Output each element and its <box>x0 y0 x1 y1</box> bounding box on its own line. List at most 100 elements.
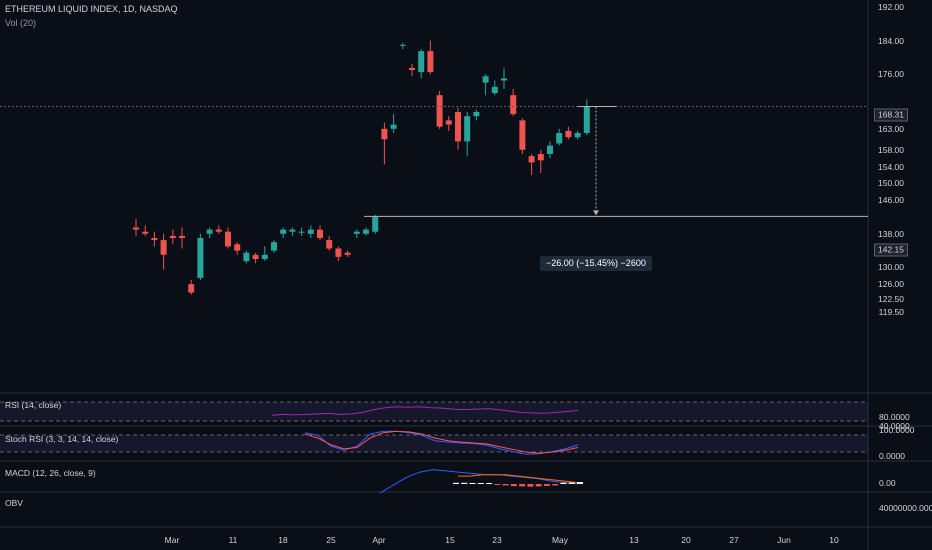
price-tick-label: 176.00 <box>878 69 904 80</box>
macd-label: MACD (12, 26, close, 9) <box>5 468 96 478</box>
macd-histogram-bar <box>543 484 550 486</box>
macd-histogram-bar <box>519 484 526 487</box>
chart-title: ETHEREUM LIQUID INDEX, 1D, NASDAQ <box>5 4 178 14</box>
macd-histogram-bar <box>510 484 517 487</box>
candle-body <box>583 106 590 133</box>
price-overlays <box>0 105 868 217</box>
price-tick-label: 146.00 <box>878 195 904 206</box>
stoch-upper-value: 100.0000 <box>879 425 915 435</box>
candle-body <box>381 128 388 140</box>
candle-body <box>271 242 277 251</box>
macd-histogram-bar <box>560 482 567 484</box>
candle-body <box>206 229 213 234</box>
time-tick-label: 23 <box>492 535 502 545</box>
macd-histogram-bar <box>486 483 493 484</box>
rsi-value: 80.0000 <box>879 412 910 422</box>
rsi-band <box>0 402 868 421</box>
macd-histogram-bar <box>453 482 459 484</box>
signal-line <box>458 474 579 484</box>
macd-histogram-bar <box>502 484 509 486</box>
macd-histogram-bar <box>535 484 542 487</box>
candle-body <box>169 235 176 238</box>
candle-body <box>409 67 415 70</box>
macd-histogram-bar <box>527 484 534 487</box>
candle-body <box>225 231 231 247</box>
price-tick-label: 122.50 <box>878 293 904 304</box>
time-tick-label: 11 <box>228 535 238 545</box>
macd-histogram-bar <box>461 482 468 484</box>
price-tick-label: 163.00 <box>878 123 904 134</box>
candle-body <box>363 229 369 234</box>
time-tick-label: 10 <box>829 535 839 545</box>
candle-body <box>151 238 158 241</box>
candle-body <box>528 156 535 163</box>
candle-body <box>565 130 572 138</box>
time-tick-label: 20 <box>681 535 691 545</box>
candle-body <box>482 76 489 83</box>
obv-label: OBV <box>5 498 23 508</box>
candle-body <box>160 240 167 255</box>
macd-histogram-bar <box>494 484 501 485</box>
time-tick-label: 13 <box>629 535 639 545</box>
candle-body <box>418 51 425 73</box>
time-tick-label: 27 <box>729 535 739 545</box>
price-tick-label: 158.00 <box>878 144 904 155</box>
candle-body <box>556 133 563 144</box>
level-price-tag: 142.15 <box>874 243 908 257</box>
candle-body <box>289 229 296 232</box>
candle-body <box>261 254 268 259</box>
candle-body <box>215 229 222 232</box>
candle-body <box>464 116 471 142</box>
stoch-lower-value: 0.0000 <box>879 451 905 461</box>
time-tick-label: Apr <box>372 535 386 545</box>
volume-label: Vol (20) <box>5 18 37 28</box>
stoch-band <box>0 435 868 452</box>
candle-body <box>390 124 397 129</box>
price-tick-label: 184.00 <box>878 35 904 46</box>
candle-body <box>574 133 581 138</box>
candle-body <box>427 51 434 73</box>
candle-body <box>399 44 406 46</box>
time-tick-label: May <box>551 535 569 545</box>
macd-histogram-bar <box>568 482 575 484</box>
candle-body <box>353 231 360 234</box>
price-tick-label: 150.00 <box>878 178 904 189</box>
candle-body <box>455 112 461 142</box>
stoch-rsi-pane <box>0 430 868 455</box>
candle-body <box>344 252 351 255</box>
candle-body <box>436 95 443 127</box>
rsi-label: RSI (14, close) <box>5 400 62 410</box>
candle-body <box>280 229 287 234</box>
time-tick-label: 25 <box>326 535 336 545</box>
candles-group <box>133 40 590 295</box>
candle-body <box>298 231 305 233</box>
candle-body <box>491 86 498 94</box>
macd-histogram-bar <box>477 483 484 484</box>
price-tick-label: 154.00 <box>878 161 904 172</box>
candle-body <box>519 120 526 150</box>
measure-arrow <box>593 210 599 216</box>
candle-body <box>473 112 480 117</box>
time-tick-label: Jun <box>777 535 791 545</box>
macd-histogram-bar <box>469 483 476 484</box>
candle-body <box>234 244 241 251</box>
price-tick-label: 119.50 <box>878 306 904 317</box>
candle-body <box>335 248 342 257</box>
candle-body <box>537 154 544 161</box>
time-tick-label: 18 <box>278 535 288 545</box>
macd-histogram-bar <box>552 484 559 486</box>
candle-body <box>197 238 204 278</box>
stoch-rsi-label: Stoch RSI (3, 3, 14, 14, close) <box>5 434 119 444</box>
time-tick-label: Mar <box>164 535 180 545</box>
candle-body <box>307 229 314 234</box>
macd-line <box>379 469 579 494</box>
price-tick-label: 192.00 <box>878 2 904 12</box>
candle-body <box>142 231 149 234</box>
rsi-line <box>271 406 579 416</box>
macd-histogram-bar <box>577 482 583 484</box>
candle-body <box>501 78 507 81</box>
measure-label: −26.00 (−15.45%) −2600 <box>540 256 652 271</box>
candle-body <box>547 145 553 154</box>
macd-pane <box>379 469 583 494</box>
